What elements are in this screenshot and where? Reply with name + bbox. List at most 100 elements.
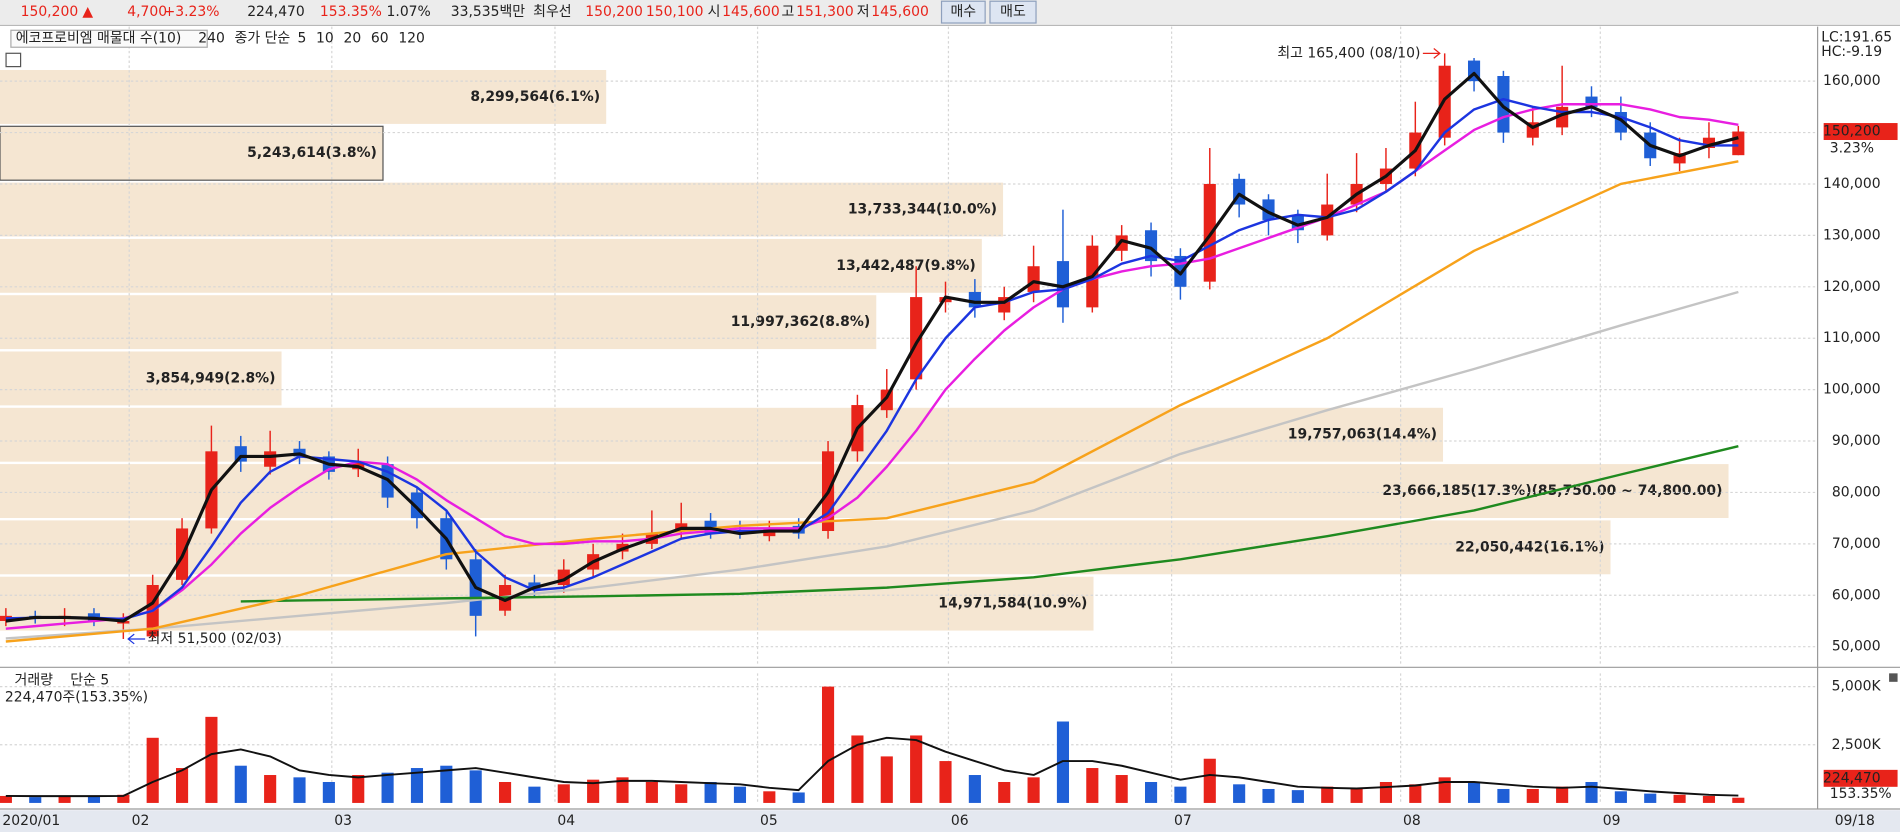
volume-bar <box>1409 784 1422 803</box>
volume-bar <box>234 765 247 803</box>
candle-body <box>1321 204 1334 236</box>
profile-label: 3,854,949(2.8%) <box>146 370 276 386</box>
legend-text: 240 <box>198 31 225 47</box>
volume-bar <box>704 781 717 803</box>
legend-box <box>10 29 208 48</box>
profile-bar <box>0 351 282 406</box>
profile-label: 11,997,362(8.8%) <box>731 314 870 330</box>
y-tick-label: 110,000 <box>1823 330 1881 346</box>
moving-averages <box>5 71 1739 798</box>
profile-label: 22,050,442(16.1%) <box>1455 539 1604 555</box>
high-label: 고 <box>782 4 795 20</box>
volume-subtitle: 224,470주(153.35%) <box>5 690 148 706</box>
panel-icon[interactable] <box>1889 673 1898 682</box>
y-tick-label: 60,000 <box>1832 587 1881 603</box>
y-tick-label: 100,000 <box>1823 382 1881 398</box>
ma-line <box>5 736 1739 798</box>
volume-bar <box>792 792 805 803</box>
volume-ratio: 153.35% <box>320 4 382 20</box>
y-tick-label: 130,000 <box>1823 227 1881 243</box>
volume-bar <box>264 775 277 803</box>
open-label: 시 <box>708 4 721 20</box>
volume-bar <box>1350 788 1363 803</box>
legend-text: 10 <box>316 31 334 47</box>
x-tick-label: 05 <box>760 813 778 829</box>
buy-text[interactable]: 매수 <box>951 4 977 20</box>
arrow: ▲ <box>82 4 93 20</box>
volume-bar <box>1086 768 1099 803</box>
profile-bar <box>0 295 877 350</box>
profile-bar <box>0 520 1611 575</box>
volume-bar <box>821 686 835 803</box>
sell-button-box[interactable] <box>989 0 1037 24</box>
volume-bar <box>0 795 12 803</box>
volume-tag <box>1823 769 1898 787</box>
labels: 50,000 60,000 70,000 80,000 90,000 100,000 110… <box>2 29 1898 829</box>
volume-ratio-tag: 153.35% <box>1830 786 1892 802</box>
bid: 150,100 <box>646 4 704 20</box>
volume-bar <box>293 777 306 803</box>
ma-line <box>240 444 1739 603</box>
y-tick-label: 5,000K <box>1832 679 1882 695</box>
candle-body <box>1673 153 1686 164</box>
volume-bar <box>1379 781 1393 803</box>
y-tick-label: 160,000 <box>1823 73 1881 89</box>
candle-body <box>264 451 277 467</box>
volume-bar <box>1262 788 1275 803</box>
legend-text: 60 <box>371 31 389 47</box>
volume-bar <box>616 777 629 803</box>
volume-bar <box>1614 791 1627 803</box>
low: 145,600 <box>871 4 929 20</box>
ask: 150,200 <box>585 4 643 20</box>
volume-bar <box>117 794 130 803</box>
candle-body <box>1585 96 1598 107</box>
volume-bar <box>1526 788 1539 803</box>
legend-text: 에코프로비엠 매물대 수(10) <box>16 31 182 47</box>
grid-icon[interactable] <box>5 52 22 68</box>
volume-ma-label: 단순 5 <box>70 673 109 689</box>
best-label: 최우선 <box>533 4 571 20</box>
y-tick-label: 120,000 <box>1823 279 1881 295</box>
volume-title: 거래량 <box>15 673 54 689</box>
volume-bar <box>29 797 42 803</box>
ma-line <box>5 103 1739 630</box>
legend-text: 20 <box>343 31 361 47</box>
profile-bar <box>0 125 384 181</box>
volume-bar <box>675 784 688 803</box>
buy-button-box[interactable] <box>940 0 986 24</box>
volume-bar <box>1556 786 1569 803</box>
hc-label: HC:-9.19 <box>1821 44 1882 60</box>
y-tick-label: 50,000 <box>1832 639 1881 655</box>
x-tick-label: 06 <box>951 813 969 829</box>
high: 151,300 <box>796 4 854 20</box>
x-tick-label: 07 <box>1174 813 1192 829</box>
volume-bar <box>910 735 923 803</box>
volume-bar <box>469 770 482 803</box>
y-tick-label: 90,000 <box>1832 433 1881 449</box>
price-change: 3.23% <box>1830 140 1874 156</box>
sell-text[interactable]: 매도 <box>1000 4 1026 20</box>
volume-bar <box>87 795 101 803</box>
ma-line <box>5 97 1739 621</box>
y-tick-label: 140,000 <box>1823 176 1881 192</box>
profile-label: 13,733,344(10.0%) <box>848 202 997 218</box>
profile-label: 5,243,614(3.8%) <box>247 145 377 161</box>
x-tick-label: 2020/01 <box>2 813 60 829</box>
candle-body <box>1056 261 1070 308</box>
buy-button[interactable]: 매수 <box>940 0 986 24</box>
change-pct: +3.23% <box>164 4 220 20</box>
volume-bar <box>322 781 335 803</box>
profile-label: 13,442,487(9.8%) <box>836 258 975 274</box>
volume-bar <box>205 716 218 803</box>
volume-bar <box>440 765 453 803</box>
sell-button[interactable]: 매도 <box>989 0 1037 24</box>
turnover: 1.07% <box>387 4 431 20</box>
volume-bar <box>1644 793 1657 803</box>
annotation-arrow <box>1422 48 1441 59</box>
x-tick-label: 09 <box>1603 813 1621 829</box>
open: 145,600 <box>722 4 780 20</box>
profile-bar <box>0 70 607 124</box>
volume-bar <box>1203 758 1216 803</box>
volume-bar <box>1497 788 1510 803</box>
volume-bar <box>880 756 893 803</box>
